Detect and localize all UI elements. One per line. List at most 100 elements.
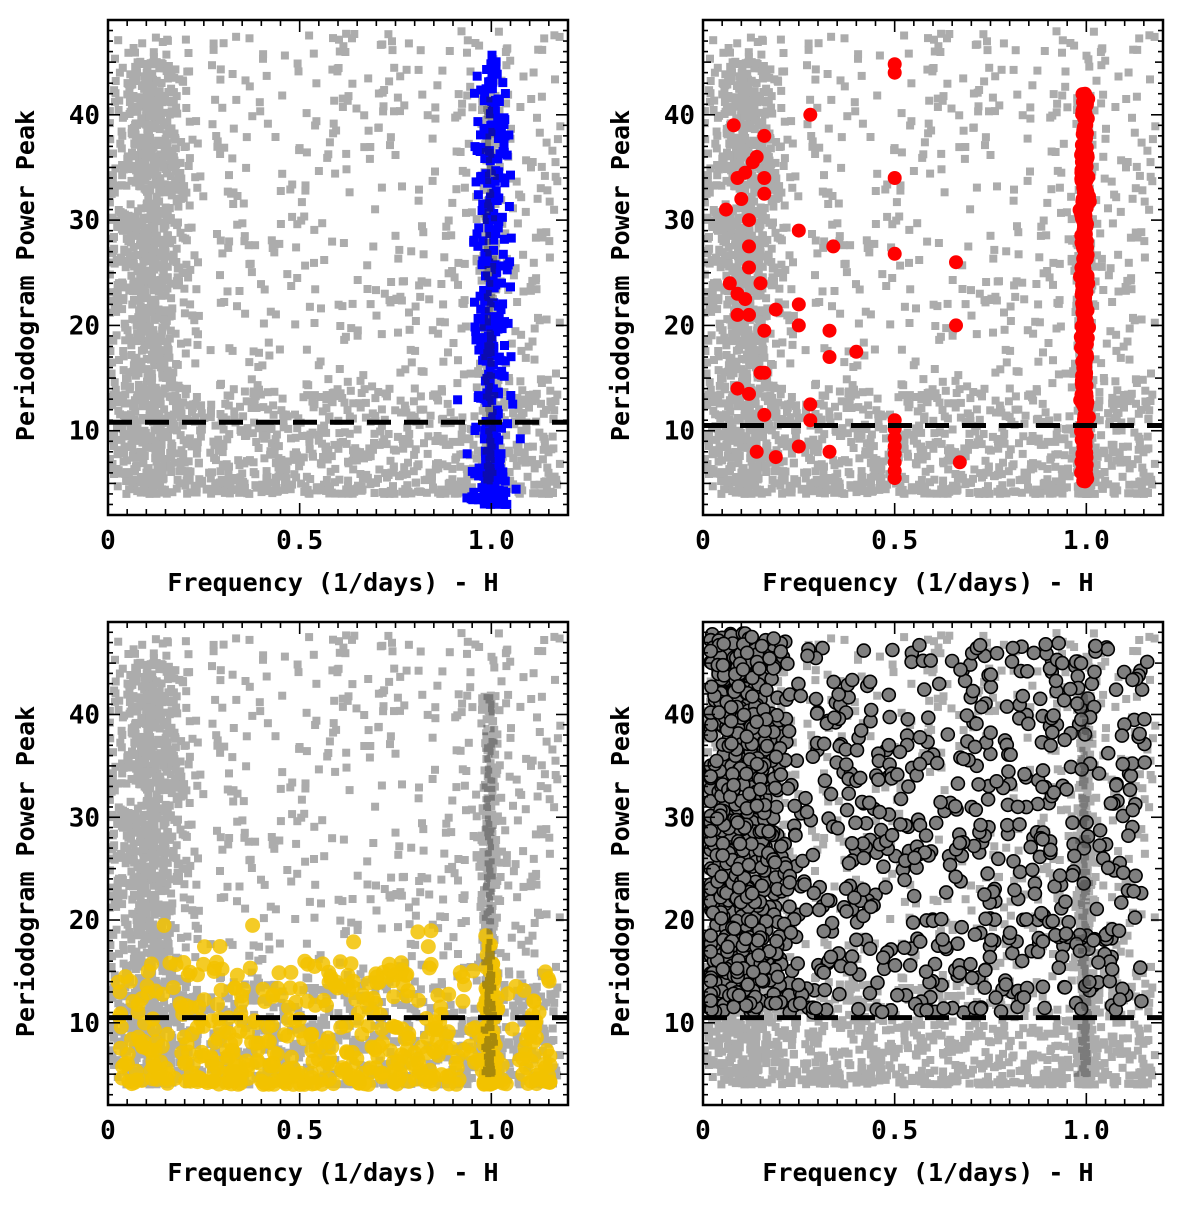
background-point bbox=[732, 357, 741, 366]
x-tick-label: 1.0 bbox=[468, 526, 515, 556]
background-point bbox=[1124, 258, 1133, 267]
background-point bbox=[1137, 484, 1146, 493]
highlight-point bbox=[487, 278, 497, 288]
background-point bbox=[1114, 408, 1123, 417]
highlight-point bbox=[489, 209, 499, 218]
background-point bbox=[553, 177, 562, 186]
background-point bbox=[537, 162, 546, 171]
background-point bbox=[944, 399, 953, 408]
background-point bbox=[905, 391, 914, 400]
background-point bbox=[458, 99, 467, 108]
background-point bbox=[1004, 467, 1013, 476]
background-point bbox=[1109, 404, 1118, 413]
background-point bbox=[132, 77, 141, 85]
density-point bbox=[487, 399, 494, 406]
background-point bbox=[328, 65, 337, 74]
background-point bbox=[176, 403, 185, 411]
density-point bbox=[486, 410, 493, 417]
background-point bbox=[472, 215, 481, 224]
background-point bbox=[187, 223, 196, 232]
background-point bbox=[293, 220, 302, 229]
background-point bbox=[847, 438, 856, 446]
background-point bbox=[519, 72, 528, 81]
background-point bbox=[118, 63, 127, 72]
highlight-point bbox=[493, 114, 503, 124]
background-point bbox=[727, 77, 736, 85]
background-point bbox=[771, 431, 780, 440]
background-point bbox=[154, 96, 163, 105]
background-point bbox=[1090, 106, 1099, 115]
density-point bbox=[489, 335, 496, 342]
background-point bbox=[431, 437, 440, 445]
background-point bbox=[147, 369, 156, 378]
background-point bbox=[703, 296, 710, 305]
highlight-point bbox=[471, 177, 481, 187]
background-point bbox=[965, 439, 973, 447]
background-point bbox=[900, 489, 909, 498]
background-point bbox=[365, 154, 374, 163]
background-point bbox=[171, 167, 180, 175]
background-point bbox=[1090, 465, 1099, 474]
background-point bbox=[369, 242, 378, 251]
density-point bbox=[483, 106, 490, 112]
background-point bbox=[512, 440, 521, 449]
background-point bbox=[936, 48, 945, 56]
highlight-point bbox=[474, 345, 484, 355]
highlight-point bbox=[480, 259, 490, 268]
background-point bbox=[274, 463, 283, 472]
background-point bbox=[553, 390, 562, 399]
background-point bbox=[870, 239, 879, 248]
highlight-point bbox=[489, 322, 498, 332]
background-point bbox=[1139, 468, 1148, 477]
background-point bbox=[217, 379, 225, 388]
background-point bbox=[114, 181, 123, 190]
background-point bbox=[108, 214, 114, 223]
background-point bbox=[501, 48, 510, 56]
background-point bbox=[800, 468, 809, 477]
background-point bbox=[444, 216, 453, 225]
background-point bbox=[706, 54, 714, 63]
background-point bbox=[974, 107, 983, 116]
density-point bbox=[484, 105, 491, 112]
background-point bbox=[176, 431, 185, 440]
background-point bbox=[777, 236, 786, 245]
background-point bbox=[802, 489, 811, 498]
background-point bbox=[255, 98, 264, 107]
background-point bbox=[160, 147, 169, 156]
background-point bbox=[535, 316, 544, 325]
background-point bbox=[129, 123, 138, 132]
background-point bbox=[364, 126, 373, 135]
background-point bbox=[1123, 158, 1132, 166]
background-point bbox=[212, 439, 221, 448]
background-point bbox=[214, 435, 223, 444]
background-point bbox=[132, 353, 141, 362]
background-point bbox=[787, 393, 796, 401]
background-point bbox=[331, 169, 340, 178]
background-point bbox=[703, 465, 709, 473]
density-point bbox=[484, 307, 491, 314]
background-point bbox=[472, 383, 481, 392]
background-point bbox=[513, 298, 522, 306]
background-point bbox=[139, 252, 147, 261]
background-point bbox=[1129, 45, 1138, 54]
background-point bbox=[143, 127, 152, 136]
background-point bbox=[139, 285, 148, 294]
background-point bbox=[820, 462, 828, 471]
background-point bbox=[1006, 478, 1015, 487]
background-point bbox=[131, 285, 140, 294]
background-point bbox=[339, 438, 347, 446]
background-point bbox=[1058, 48, 1066, 57]
background-point bbox=[344, 476, 353, 485]
background-point bbox=[230, 407, 239, 416]
background-point bbox=[1099, 90, 1108, 99]
background-point bbox=[318, 439, 326, 448]
background-point bbox=[1116, 353, 1125, 362]
background-point bbox=[374, 474, 382, 483]
background-point bbox=[345, 412, 354, 421]
background-point bbox=[326, 467, 335, 476]
background-point bbox=[157, 356, 166, 365]
background-point bbox=[287, 282, 296, 290]
background-point bbox=[375, 465, 384, 474]
background-point bbox=[506, 56, 515, 65]
background-point bbox=[524, 391, 533, 399]
